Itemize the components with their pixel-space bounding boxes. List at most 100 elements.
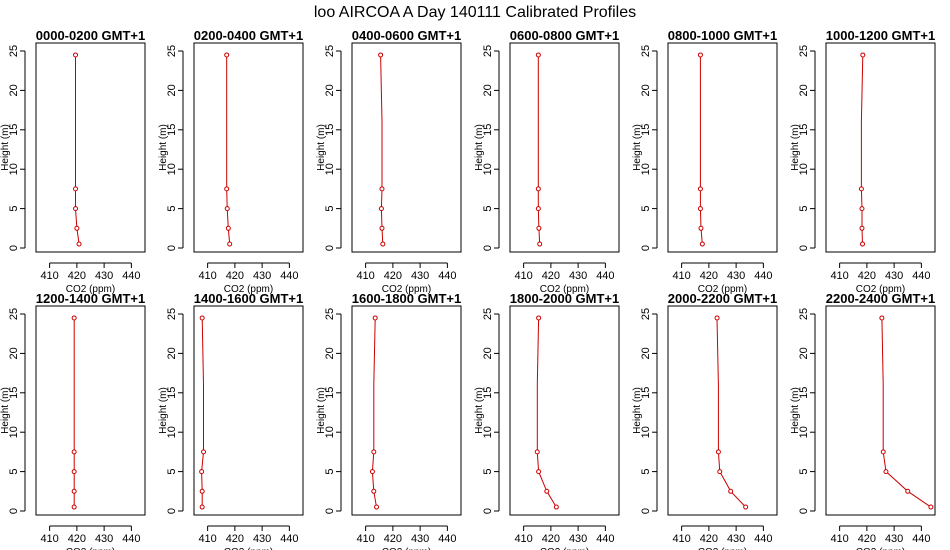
data-point: [697, 186, 703, 192]
x-axis-label: CO2 (ppm): [382, 547, 431, 550]
profile-line: [537, 54, 541, 245]
y-tick-label: 5: [798, 206, 810, 212]
x-tick-label: 420: [858, 533, 876, 545]
data-point: [883, 469, 889, 475]
data-point: [860, 241, 866, 247]
x-tick-label: 420: [384, 270, 402, 282]
x-tick-label: 420: [700, 270, 718, 282]
data-point: [371, 449, 377, 455]
y-tick-label: 0: [798, 508, 810, 514]
x-tick-label: 440: [596, 533, 614, 545]
data-point: [76, 241, 82, 247]
profile-line: [860, 54, 864, 245]
y-tick-label: 20: [482, 347, 494, 359]
y-tick-label: 0: [8, 245, 20, 251]
data-point: [73, 186, 79, 192]
x-tick-label: 410: [830, 533, 848, 545]
x-tick-label: 430: [885, 270, 903, 282]
panel: 1000-1200 GMT+1 410 420 430 440 CO2 (ppm) 0 5 10…: [790, 28, 936, 295]
y-axis-label: Height (m): [474, 387, 485, 434]
y-axis-label: Height (m): [790, 124, 801, 171]
x-tick-label: 410: [356, 270, 374, 282]
y-tick-label: 25: [8, 45, 20, 57]
y-tick-label: 5: [482, 206, 494, 212]
panel-title: 0400-0600 GMT+1: [352, 28, 461, 43]
y-tick-label: 15: [798, 124, 810, 136]
y-tick-label: 0: [8, 508, 20, 514]
y-tick-label: 20: [482, 84, 494, 96]
data-point: [859, 206, 865, 212]
y-axis-label: Height (m): [790, 387, 801, 434]
x-tick-label: 430: [253, 270, 271, 282]
x-tick-label: 410: [198, 270, 216, 282]
data-point: [534, 449, 540, 455]
y-tick-label: 10: [166, 426, 178, 438]
data-point: [371, 488, 377, 494]
data-point: [536, 315, 542, 321]
x-axis-label: CO2 (ppm): [224, 547, 273, 550]
x-axis-label: CO2 (ppm): [66, 547, 115, 550]
x-tick-label: 440: [596, 270, 614, 282]
panel-title: 0200-0400 GMT+1: [194, 28, 303, 43]
x-tick-label: 430: [95, 533, 113, 545]
profile-line: [536, 317, 557, 508]
x-tick-label: 440: [438, 270, 456, 282]
panel: 0600-0800 GMT+1 410 420 430 440 CO2 (ppm) 0 5 10…: [474, 28, 620, 295]
data-point: [698, 225, 704, 231]
x-tick-label: 420: [700, 533, 718, 545]
y-tick-label: 20: [8, 347, 20, 359]
y-tick-label: 15: [640, 387, 652, 399]
x-tick-label: 410: [830, 270, 848, 282]
y-tick-label: 0: [798, 245, 810, 251]
data-point: [858, 186, 864, 192]
x-tick-label: 420: [226, 533, 244, 545]
data-point: [717, 469, 723, 475]
x-tick-label: 440: [280, 533, 298, 545]
x-axis-label: CO2 (ppm): [540, 547, 589, 550]
data-point: [714, 315, 720, 321]
data-point: [699, 241, 705, 247]
plot-frame: [667, 305, 778, 516]
plot-frame: [193, 305, 304, 516]
y-tick-label: 25: [482, 45, 494, 57]
data-point: [743, 504, 749, 510]
data-point: [535, 206, 541, 212]
x-tick-label: 430: [727, 270, 745, 282]
y-tick-label: 5: [166, 206, 178, 212]
y-tick-label: 20: [640, 84, 652, 96]
plot-frame: [825, 305, 936, 516]
y-tick-label: 15: [324, 387, 336, 399]
data-point: [380, 241, 386, 247]
y-axis-label: Height (m): [316, 387, 327, 434]
data-point: [378, 206, 384, 212]
panel: 2000-2200 GMT+1 410 420 430 440 CO2 (ppm) 0 5 10…: [632, 291, 778, 550]
y-tick-label: 5: [640, 206, 652, 212]
x-tick-label: 410: [356, 533, 374, 545]
panel-title: 1800-2000 GMT+1: [510, 291, 619, 306]
data-point: [199, 504, 205, 510]
y-tick-label: 10: [640, 426, 652, 438]
plot-frame: [509, 42, 620, 253]
data-point: [879, 315, 885, 321]
profile-line: [699, 54, 703, 245]
data-point: [73, 52, 79, 58]
y-tick-label: 15: [8, 387, 20, 399]
data-point: [199, 315, 205, 321]
x-axis-label: CO2 (ppm): [540, 284, 589, 295]
panel: 0800-1000 GMT+1 410 420 430 440 CO2 (ppm) 0 5 10…: [632, 28, 778, 295]
x-axis-label: CO2 (ppm): [66, 284, 115, 295]
y-tick-label: 5: [798, 469, 810, 475]
y-axis-label: Height (m): [158, 124, 169, 171]
profile-line: [75, 54, 80, 245]
y-tick-label: 15: [8, 124, 20, 136]
x-tick-label: 430: [411, 270, 429, 282]
x-axis-label: CO2 (ppm): [382, 284, 431, 295]
y-tick-label: 10: [482, 426, 494, 438]
y-tick-label: 25: [324, 308, 336, 320]
profile-line: [881, 317, 932, 508]
y-tick-label: 25: [798, 308, 810, 320]
y-tick-label: 20: [324, 84, 336, 96]
data-point: [71, 469, 77, 475]
y-tick-label: 20: [640, 347, 652, 359]
data-point: [225, 225, 231, 231]
